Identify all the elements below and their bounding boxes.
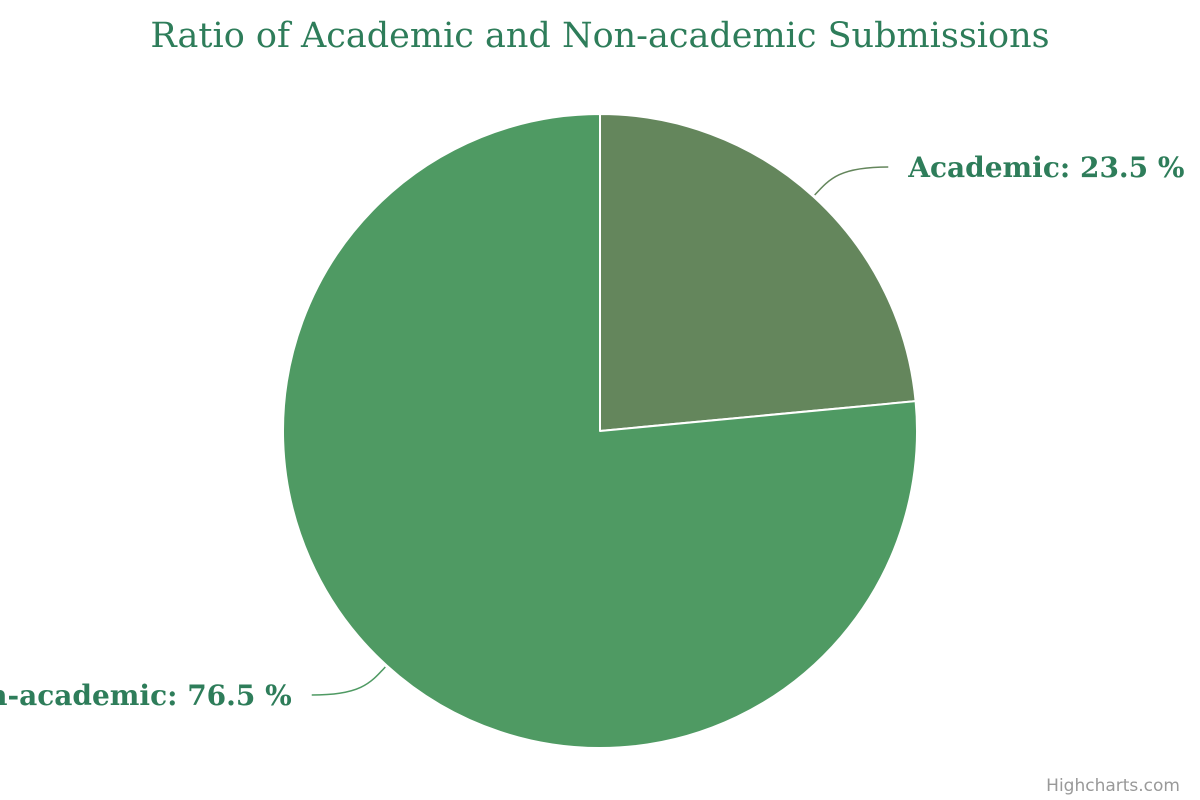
chart-title: Ratio of Academic and Non-academic Submi… [150,16,1049,56]
pie-data-labels: Academic: 23.5 % Non-academic: 76.5 % [0,151,1185,712]
pie-slice-academic[interactable] [599,113,917,432]
data-label: Academic: 23.5 % [907,151,1184,184]
label-connector [814,166,889,196]
pie-slices [282,113,918,749]
pie-slice-non-academic[interactable] [282,113,918,749]
label-connector [311,666,386,696]
data-label: Non-academic: 76.5 % [0,679,292,712]
credits-link[interactable]: Highcharts.com [1046,776,1180,796]
